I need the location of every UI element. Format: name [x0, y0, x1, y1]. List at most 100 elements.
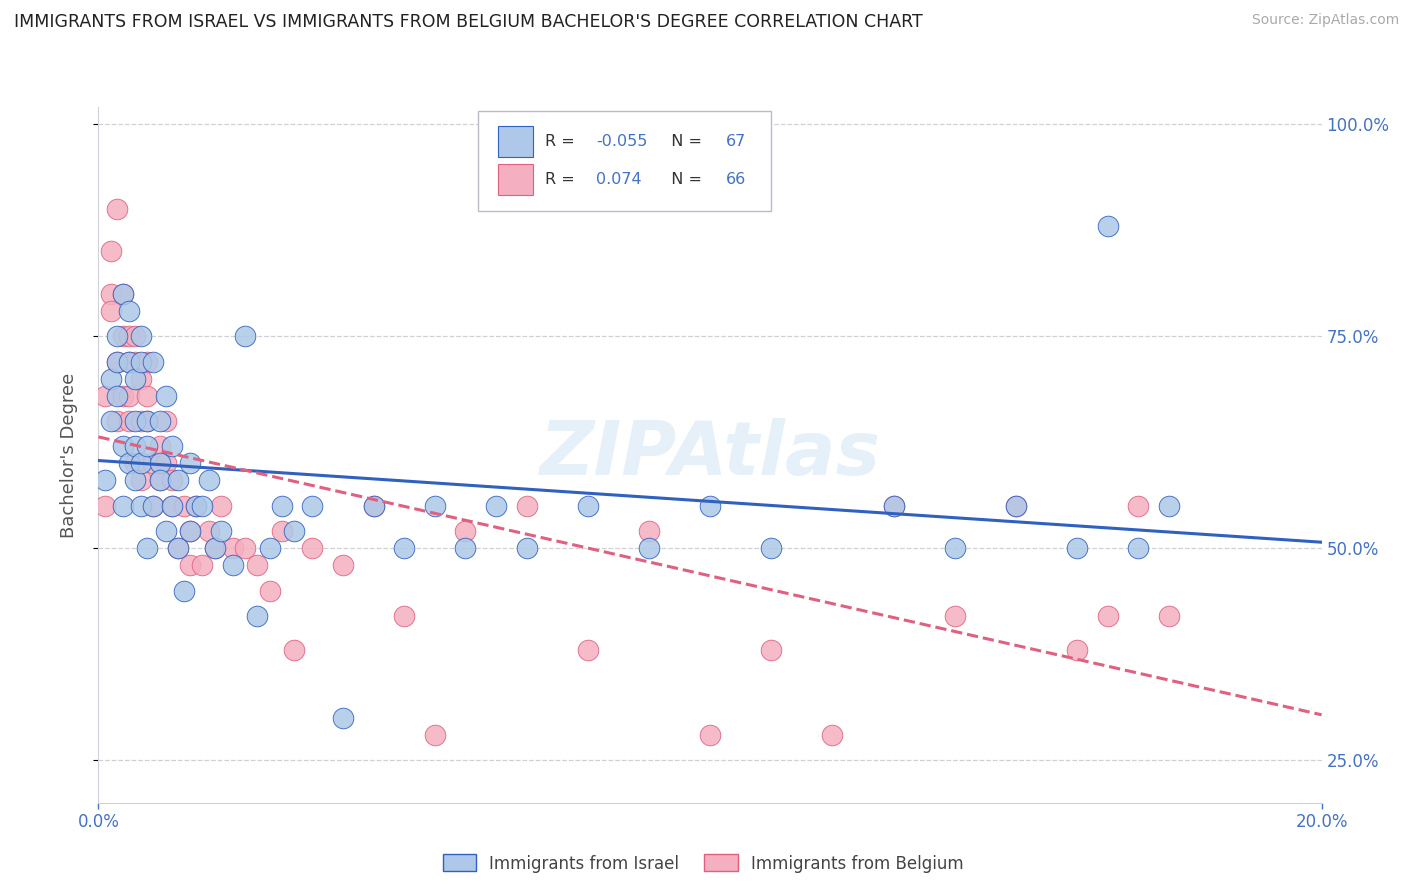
Point — [516, 541, 538, 556]
Point — [105, 388, 128, 402]
Bar — [498, 164, 533, 195]
Point — [204, 541, 226, 556]
Point — [222, 558, 245, 573]
Y-axis label: Bachelor's Degree: Bachelor's Degree — [59, 372, 77, 538]
Point — [179, 524, 201, 539]
Point — [1128, 499, 1150, 513]
Point — [943, 541, 966, 556]
Point — [363, 499, 385, 513]
Point — [179, 457, 201, 471]
Point — [167, 541, 190, 556]
Point — [111, 286, 134, 301]
Point — [270, 524, 292, 539]
Point — [699, 499, 721, 513]
Point — [136, 414, 159, 428]
Point — [1097, 609, 1119, 624]
Text: ZIPAtlas: ZIPAtlas — [540, 418, 880, 491]
Point — [283, 643, 305, 657]
Point — [191, 558, 214, 573]
Point — [186, 499, 208, 513]
Point — [155, 524, 177, 539]
Point — [149, 457, 172, 471]
Point — [759, 541, 782, 556]
Point — [100, 414, 122, 428]
Point — [259, 583, 281, 598]
Text: N =: N = — [661, 134, 707, 149]
Bar — [498, 126, 533, 157]
Point — [160, 499, 183, 513]
Point — [118, 329, 141, 343]
Point — [100, 303, 122, 318]
Point — [883, 499, 905, 513]
Text: R =: R = — [546, 172, 585, 187]
Point — [454, 541, 477, 556]
Point — [118, 457, 141, 471]
Point — [222, 541, 245, 556]
Point — [136, 354, 159, 368]
Legend: Immigrants from Israel, Immigrants from Belgium: Immigrants from Israel, Immigrants from … — [436, 847, 970, 880]
Point — [160, 439, 183, 453]
Point — [142, 499, 165, 513]
Point — [124, 474, 146, 488]
Point — [186, 499, 208, 513]
Point — [105, 414, 128, 428]
Point — [423, 499, 446, 513]
Point — [392, 609, 416, 624]
Point — [191, 499, 214, 513]
Point — [516, 499, 538, 513]
Point — [270, 499, 292, 513]
Point — [129, 474, 152, 488]
Point — [124, 439, 146, 453]
Point — [105, 202, 128, 216]
Point — [111, 286, 134, 301]
Point — [454, 524, 477, 539]
Point — [118, 388, 141, 402]
Point — [129, 414, 152, 428]
FancyBboxPatch shape — [478, 111, 772, 211]
Point — [392, 541, 416, 556]
Point — [246, 558, 269, 573]
Point — [1128, 541, 1150, 556]
Point — [173, 499, 195, 513]
Point — [943, 609, 966, 624]
Point — [233, 541, 256, 556]
Point — [93, 388, 115, 402]
Point — [1066, 541, 1088, 556]
Point — [173, 583, 195, 598]
Point — [1157, 609, 1180, 624]
Point — [111, 499, 134, 513]
Point — [301, 499, 323, 513]
Text: 67: 67 — [725, 134, 747, 149]
Point — [233, 329, 256, 343]
Text: 0.074: 0.074 — [596, 172, 643, 187]
Point — [637, 541, 661, 556]
Point — [149, 474, 172, 488]
Point — [167, 474, 190, 488]
Point — [179, 558, 201, 573]
Point — [363, 499, 385, 513]
Point — [1157, 499, 1180, 513]
Point — [111, 439, 134, 453]
Point — [129, 457, 152, 471]
Point — [100, 286, 122, 301]
Point — [301, 541, 323, 556]
Point — [149, 439, 172, 453]
Point — [1097, 219, 1119, 233]
Point — [179, 524, 201, 539]
Point — [142, 499, 165, 513]
Point — [209, 499, 232, 513]
Point — [1004, 499, 1026, 513]
Point — [1066, 643, 1088, 657]
Point — [149, 414, 172, 428]
Point — [160, 499, 183, 513]
Point — [136, 388, 159, 402]
Text: IMMIGRANTS FROM ISRAEL VS IMMIGRANTS FROM BELGIUM BACHELOR'S DEGREE CORRELATION : IMMIGRANTS FROM ISRAEL VS IMMIGRANTS FRO… — [14, 13, 922, 31]
Point — [124, 354, 146, 368]
Point — [883, 499, 905, 513]
Point — [118, 354, 141, 368]
Point — [155, 414, 177, 428]
Point — [142, 457, 165, 471]
Point — [142, 354, 165, 368]
Text: 66: 66 — [725, 172, 747, 187]
Point — [160, 474, 183, 488]
